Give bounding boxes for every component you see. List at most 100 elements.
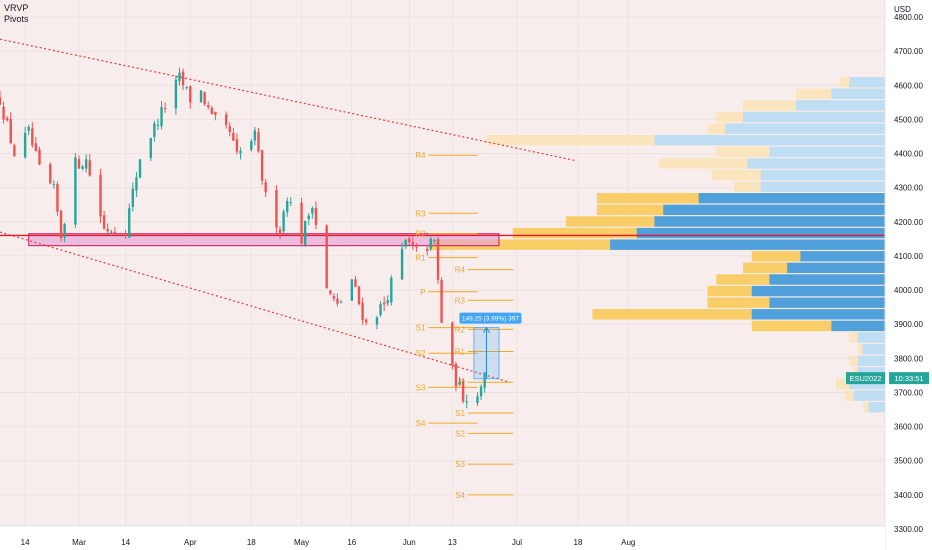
- candle-body: [440, 280, 443, 323]
- vp-bar-up: [796, 100, 885, 111]
- volume-profile: [428, 76, 885, 413]
- indicator-label-pivots[interactable]: Pivots: [4, 14, 29, 24]
- candle-body: [178, 72, 181, 81]
- vp-bar-up: [769, 146, 885, 158]
- price-tick-label: 3800.00: [894, 354, 923, 363]
- pivot-label: S4: [455, 491, 465, 500]
- candle-body: [52, 183, 56, 185]
- price-tick-label: 4700.00: [894, 47, 923, 56]
- pivot-label: S3: [416, 383, 426, 392]
- vp-bar-up: [698, 193, 885, 204]
- symbol-tag: ESU2022: [849, 374, 881, 383]
- pivot-label: R3: [455, 296, 466, 305]
- candle-body: [415, 246, 418, 248]
- price-tick-label: 3900.00: [894, 320, 923, 329]
- candle-body: [131, 188, 135, 208]
- candle-body: [77, 159, 81, 169]
- vp-bar-up: [853, 390, 885, 401]
- pivot-label: S4: [416, 419, 426, 428]
- candle-body: [433, 239, 436, 242]
- candle-body: [390, 277, 393, 303]
- time-axis-bg: [0, 526, 885, 550]
- candle-body: [411, 241, 415, 245]
- vp-bar-up: [868, 401, 885, 413]
- vp-bar-up: [862, 343, 885, 355]
- pivot-label: S1: [455, 409, 465, 418]
- candle-body: [314, 207, 318, 226]
- time-tick-label: 13: [448, 538, 457, 547]
- candle-body: [286, 201, 289, 213]
- candle-body: [135, 177, 138, 191]
- candle-body: [426, 248, 429, 252]
- candle-body: [228, 126, 231, 133]
- candle-body: [339, 301, 343, 303]
- price-tick-label: 4400.00: [894, 150, 923, 159]
- candle-body: [74, 157, 77, 225]
- candle-body: [239, 150, 242, 154]
- time-tag: 10:33:51: [894, 374, 923, 383]
- candle-body: [329, 290, 332, 294]
- time-tick-label: 14: [21, 538, 30, 547]
- price-tick-label: 3500.00: [894, 457, 923, 466]
- candle-body: [88, 160, 91, 176]
- measure-tool[interactable]: 149.25 (3.99%) 397: [459, 312, 522, 380]
- candle-body: [174, 79, 178, 109]
- time-tick-label: 18: [247, 538, 256, 547]
- vp-bar-up: [751, 309, 885, 320]
- vp-bar-up: [663, 204, 885, 216]
- candle-body: [311, 208, 314, 214]
- candle-body: [160, 107, 163, 127]
- candle-body: [483, 372, 486, 388]
- candle-body: [49, 164, 52, 184]
- candle-body: [59, 210, 63, 238]
- pivot-label: R2: [415, 230, 426, 239]
- candle-body: [386, 300, 389, 304]
- pivot-label: R2: [455, 325, 466, 334]
- time-tick-label: Jun: [403, 538, 416, 547]
- candle-body: [63, 223, 66, 238]
- vp-bar-up: [654, 135, 885, 146]
- pivot-label: S3: [455, 460, 465, 469]
- candle-body: [113, 231, 117, 234]
- channel-line-lower: [0, 231, 510, 383]
- candle-body: [0, 97, 2, 105]
- candle-body: [264, 182, 267, 193]
- pivot-label: R3: [415, 209, 426, 218]
- candle-body: [357, 286, 361, 305]
- candle-body: [235, 139, 239, 152]
- candle-body: [38, 149, 41, 165]
- price-tick-label: 4500.00: [894, 115, 923, 124]
- candle-body: [81, 166, 84, 169]
- candle-body: [56, 183, 59, 212]
- vp-bar-up: [654, 216, 885, 227]
- candle-body: [282, 211, 285, 232]
- candle-body: [9, 118, 12, 144]
- support-zone: [28, 233, 500, 247]
- candle-body: [307, 215, 310, 220]
- measure-label: 149.25 (3.99%) 397: [462, 316, 519, 323]
- candle-body: [13, 145, 16, 156]
- time-tick-label: 14: [121, 538, 130, 547]
- candle-body: [27, 126, 30, 131]
- candle-body: [189, 85, 192, 103]
- candle-body: [106, 228, 109, 232]
- candle-body: [451, 322, 454, 366]
- time-tick-label: May: [294, 538, 309, 547]
- vp-bar-up: [725, 123, 885, 134]
- time-tick-label: Aug: [621, 538, 635, 547]
- candles: [0, 67, 486, 409]
- candle-body: [2, 106, 5, 120]
- pivot-label: R1: [415, 254, 426, 263]
- candle-body: [354, 279, 357, 287]
- candle-body: [124, 234, 127, 236]
- candle-body: [454, 363, 458, 387]
- candle-body: [110, 231, 113, 233]
- indicator-label-vrvp[interactable]: VRVP: [4, 3, 29, 13]
- candle-body: [232, 132, 235, 141]
- candle-body: [461, 381, 465, 402]
- candle-body: [99, 174, 102, 217]
- candle-body: [149, 137, 152, 158]
- candle-body: [458, 381, 461, 385]
- pivot-label: S2: [455, 429, 465, 438]
